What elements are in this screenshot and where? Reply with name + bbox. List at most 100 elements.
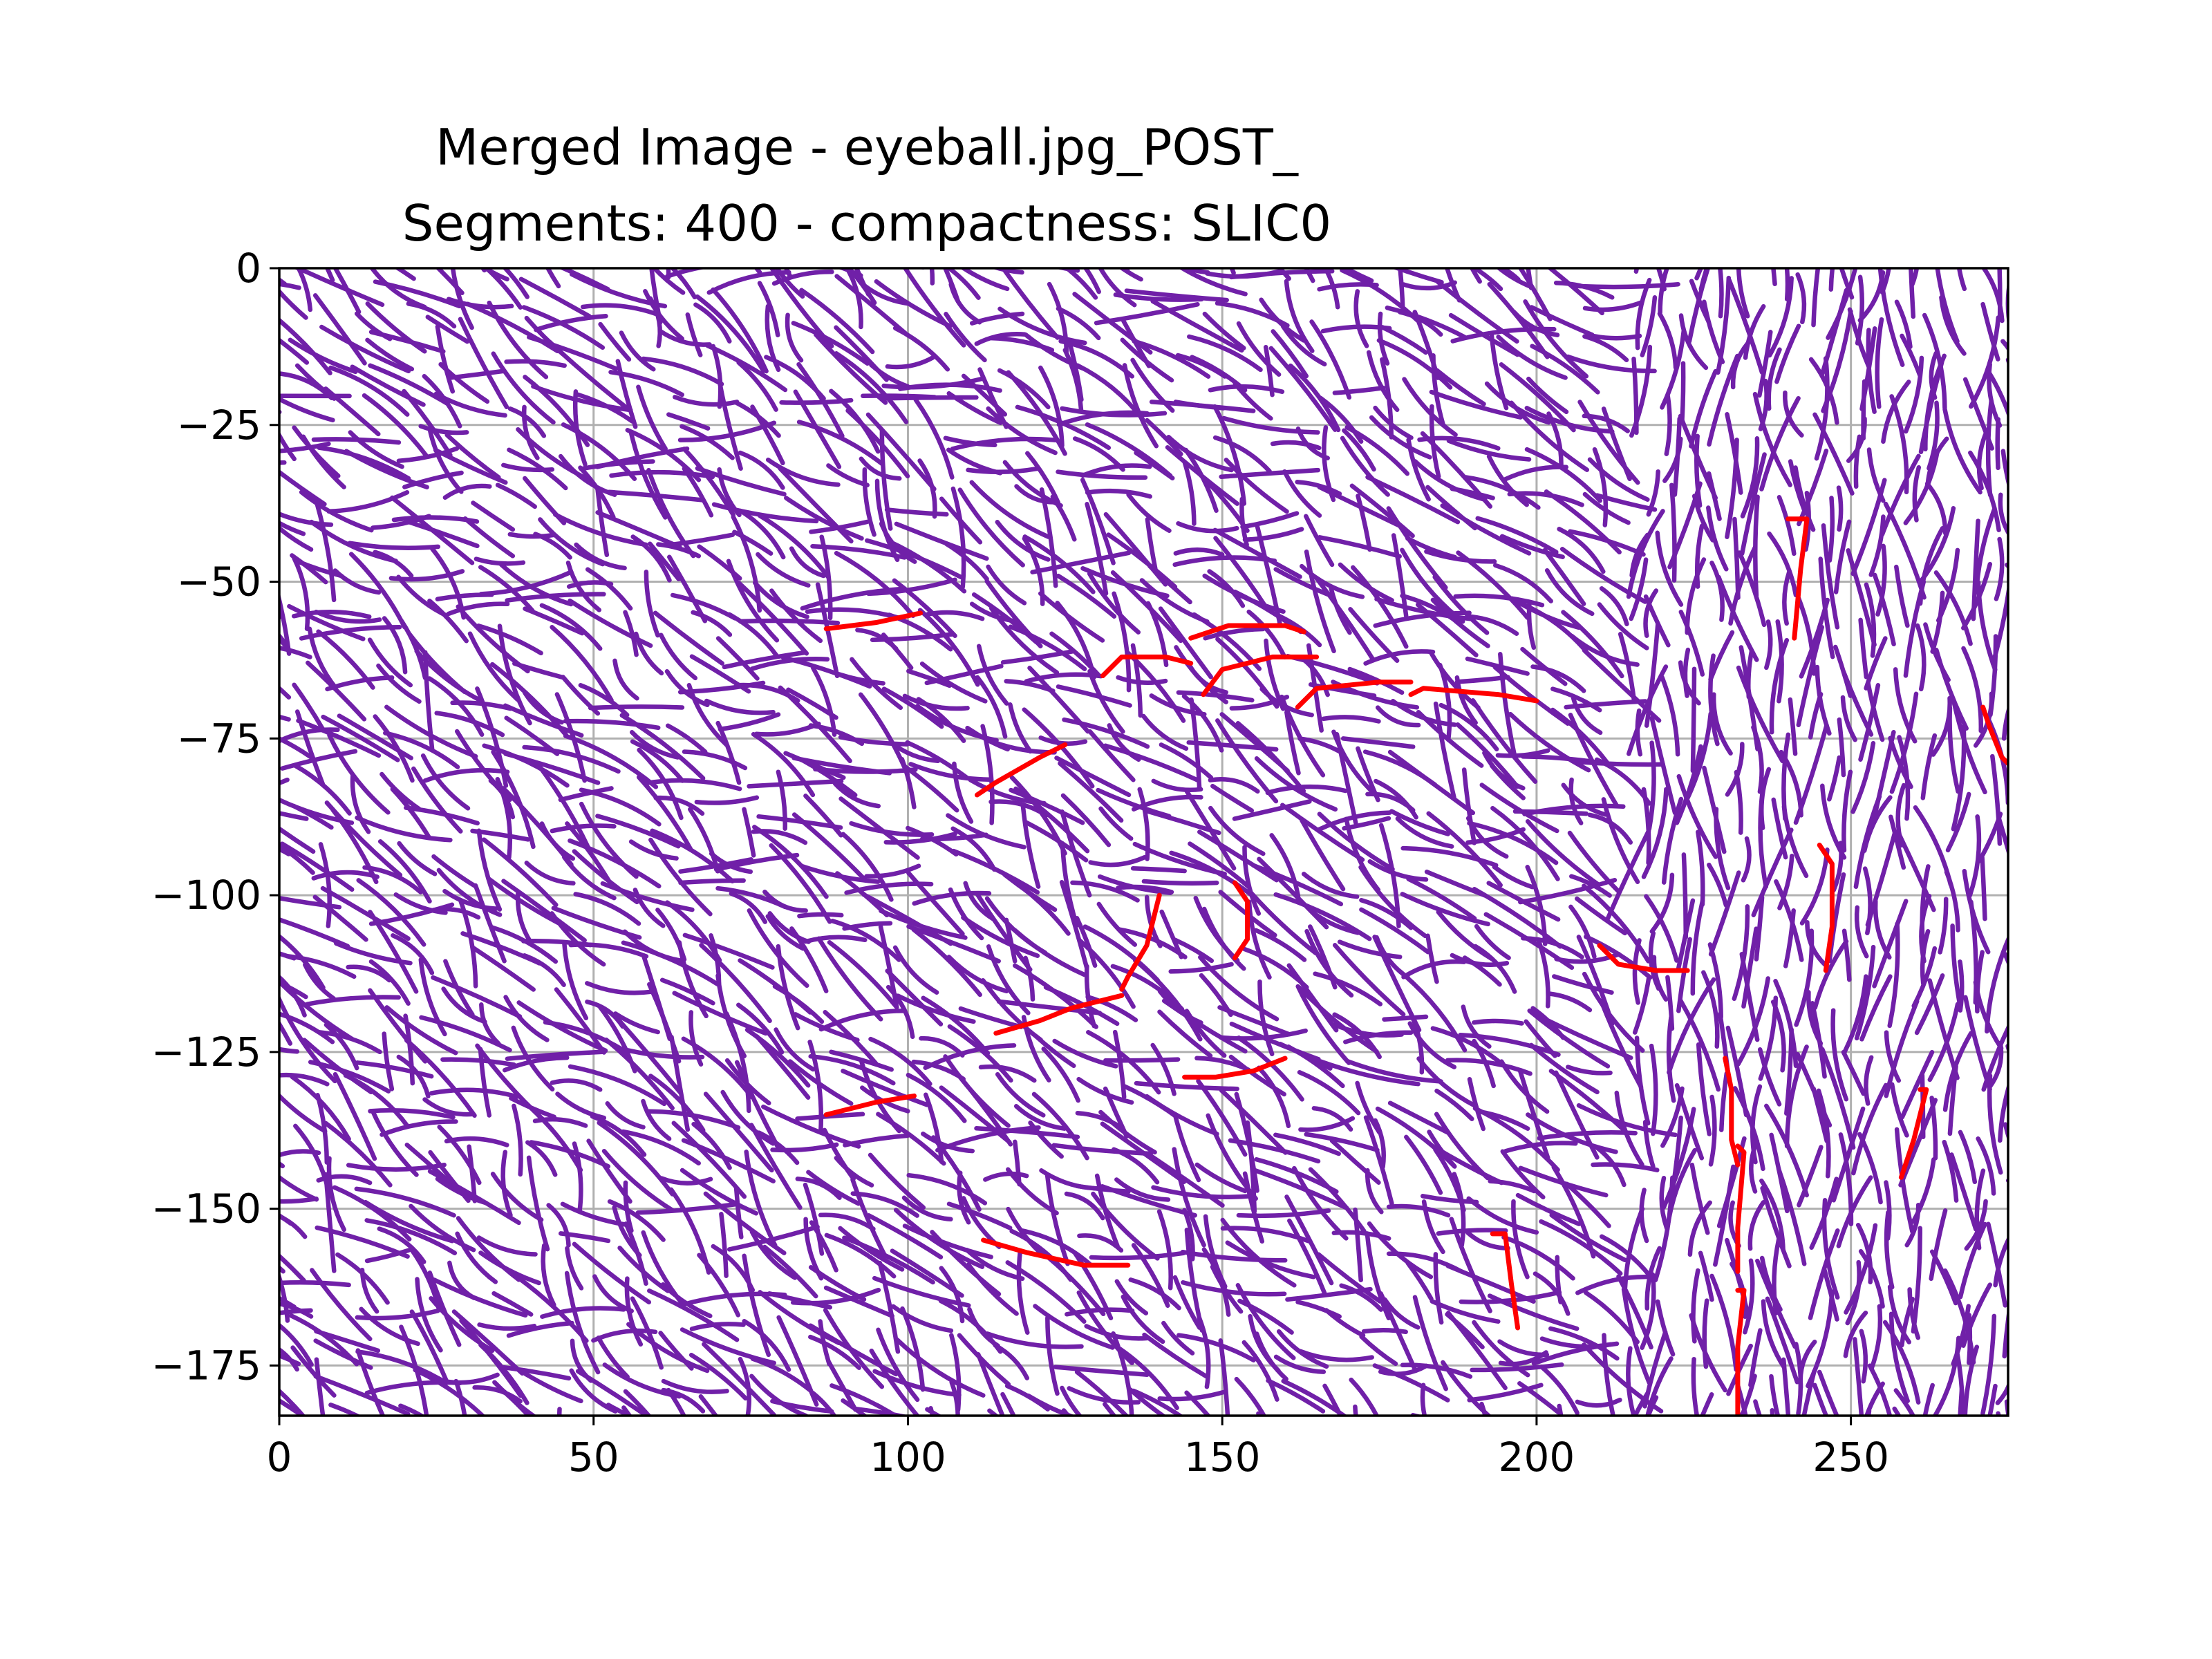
boundary-segment — [803, 935, 868, 944]
boundary-segment — [1945, 791, 1971, 853]
boundary-segment — [791, 812, 868, 883]
boundary-segment — [1904, 1202, 1921, 1248]
boundary-segment — [1210, 783, 1255, 813]
boundary-segment — [808, 1334, 861, 1370]
boundary-segment — [1304, 928, 1354, 998]
boundary-segment — [1401, 280, 1457, 291]
boundary-segment — [738, 1356, 752, 1416]
boundary-segment — [1466, 1196, 1539, 1235]
boundary-segment — [1662, 436, 1683, 483]
boundary-segment — [1365, 475, 1461, 525]
boundary-segment — [1621, 1286, 1652, 1385]
boundary-segment — [1764, 1103, 1809, 1198]
highlight-segment — [1408, 686, 1539, 704]
boundary-segment — [698, 1394, 719, 1416]
boundary-segment — [365, 337, 415, 372]
boundary-segment — [1958, 959, 1965, 1013]
boundary-segment — [623, 1180, 634, 1233]
boundary-segment — [1629, 532, 1650, 578]
boundary-segment — [507, 447, 568, 491]
boundary-segment — [830, 919, 901, 962]
boundary-segment — [647, 1288, 740, 1342]
boundary-segment — [1667, 481, 1703, 570]
boundary-segment — [919, 661, 988, 704]
boundary-segment — [1257, 856, 1329, 930]
boundary-segment — [1752, 391, 1792, 487]
boundary-segment — [1353, 289, 1369, 348]
boundary-segment — [1178, 268, 1248, 297]
boundary-segment — [778, 685, 852, 764]
boundary-segment — [1732, 904, 1750, 1002]
boundary-segment — [1180, 1249, 1288, 1263]
boundary-segment — [1342, 428, 1376, 472]
boundary-segment — [1888, 1311, 1910, 1403]
boundary-segment — [1308, 1167, 1367, 1234]
boundary-segment — [1113, 292, 1204, 302]
boundary-segment — [844, 881, 934, 895]
boundary-segment — [946, 1201, 1013, 1230]
boundary-segment — [801, 758, 858, 798]
highlight-segment — [1980, 704, 2008, 767]
boundary-segment — [479, 1002, 501, 1046]
boundary-segment — [789, 546, 826, 579]
boundary-segment — [1039, 487, 1058, 588]
boundary-segment — [1172, 1275, 1202, 1330]
boundary-segment — [1709, 1273, 1738, 1372]
chart-subtitle: Segments: 400 - compactness: SLIC0 — [402, 194, 1331, 252]
boundary-segment — [996, 999, 1103, 1015]
boundary-segment — [834, 550, 916, 619]
boundary-segment — [1784, 268, 1790, 301]
boundary-segment — [1553, 1070, 1600, 1160]
boundary-segment — [458, 317, 509, 409]
boundary-segment — [841, 1069, 930, 1107]
boundary-segment — [522, 744, 621, 774]
boundary-segment — [1218, 1338, 1230, 1416]
boundary-segment — [623, 1389, 652, 1416]
boundary-segment — [368, 330, 446, 354]
boundary-segment — [1643, 594, 1671, 648]
boundary-segment — [1927, 1002, 1960, 1082]
boundary-segment — [1568, 777, 1584, 825]
boundary-segment — [1737, 550, 1767, 628]
boundary-segment — [1467, 1077, 1486, 1132]
boundary-segment — [1739, 452, 1767, 556]
boundary-segment — [957, 1170, 971, 1225]
boundary-segment — [431, 854, 478, 889]
boundary-segment — [1056, 684, 1132, 708]
boundary-segment — [850, 1191, 919, 1218]
boundary-segment — [672, 991, 769, 1036]
boundary-segment — [1868, 514, 1886, 577]
boundary-segment — [1599, 586, 1629, 626]
boundary-segment — [632, 888, 666, 928]
boundary-segment — [1151, 778, 1203, 793]
boundary-segment — [1070, 880, 1140, 903]
boundary-segment — [754, 1034, 811, 1100]
boundary-segment — [1836, 1175, 1873, 1248]
boundary-segment — [1632, 974, 1651, 1035]
boundary-segment — [1591, 333, 1642, 341]
boundary-segment — [1124, 288, 1229, 303]
boundary-segment — [893, 1208, 985, 1269]
y-tick-label: −100 — [151, 872, 261, 919]
boundary-segment — [780, 655, 872, 689]
boundary-segment — [568, 838, 662, 889]
boundary-segment — [1748, 1328, 1763, 1387]
boundary-segment — [658, 328, 712, 347]
boundary-segment — [1582, 971, 1645, 1053]
boundary-segment — [1517, 1381, 1561, 1415]
boundary-segment — [1872, 899, 1909, 988]
boundary-segment — [1038, 365, 1065, 448]
boundary-segment — [1490, 805, 1560, 881]
boundary-segment — [891, 1304, 954, 1333]
boundary-segment — [1265, 784, 1348, 796]
boundary-segment — [1373, 405, 1414, 440]
boundary-segment — [946, 391, 1003, 426]
boundary-segment — [1810, 1001, 1827, 1079]
boundary-segment — [679, 1168, 759, 1216]
boundary-segment — [1340, 736, 1416, 749]
boundary-segment — [1492, 864, 1535, 890]
boundary-segment — [1453, 593, 1545, 608]
boundary-segment — [1446, 438, 1532, 462]
boundary-segment — [1404, 1134, 1443, 1195]
highlight-segment — [1735, 1288, 1747, 1416]
